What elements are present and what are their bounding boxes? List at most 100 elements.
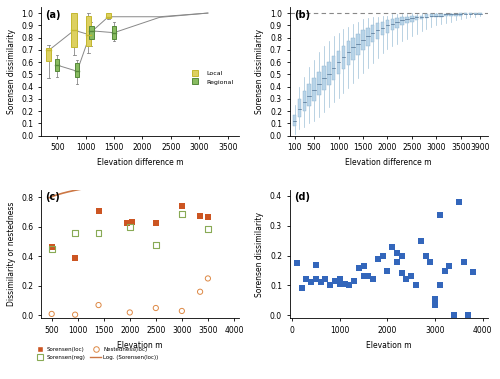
Bar	[75, 63, 80, 77]
Point	[360, 274, 368, 280]
Point	[412, 282, 420, 288]
Bar	[352, 38, 355, 60]
Point	[322, 276, 330, 282]
Bar	[444, 14, 448, 16]
Point	[398, 252, 406, 258]
Point	[426, 258, 434, 265]
Point	[178, 211, 186, 217]
Bar	[332, 56, 336, 80]
Point	[316, 279, 324, 285]
Bar	[361, 30, 364, 50]
Bar	[366, 28, 370, 46]
Point	[196, 289, 204, 295]
Point	[204, 214, 212, 220]
Point	[312, 262, 320, 268]
Point	[402, 276, 410, 282]
Text: (d): (d)	[294, 192, 310, 202]
Bar	[390, 19, 394, 30]
Point	[298, 285, 306, 291]
X-axis label: Elevation difference m: Elevation difference m	[346, 158, 432, 167]
Bar	[386, 20, 389, 33]
Bar	[380, 22, 384, 35]
Point	[340, 281, 348, 287]
Point	[336, 281, 344, 287]
Bar	[346, 41, 350, 64]
Point	[71, 255, 79, 262]
Point	[393, 249, 401, 255]
Point	[469, 269, 477, 275]
Bar	[459, 13, 462, 16]
Point	[312, 276, 320, 282]
Point	[178, 308, 186, 314]
Bar	[478, 13, 482, 14]
Bar	[415, 16, 418, 20]
Point	[398, 271, 406, 277]
Point	[307, 279, 315, 285]
Bar	[424, 14, 428, 18]
Point	[94, 208, 102, 214]
Bar	[356, 34, 360, 55]
Point	[293, 260, 301, 266]
Point	[48, 246, 56, 252]
Y-axis label: Sorensen dissimilarity: Sorensen dissimilarity	[7, 29, 16, 114]
Point	[431, 296, 439, 302]
X-axis label: Elevation difference m: Elevation difference m	[97, 158, 184, 167]
Point	[94, 230, 102, 236]
Point	[384, 268, 392, 274]
Point	[204, 276, 212, 282]
Bar	[430, 14, 433, 17]
Bar	[405, 17, 408, 23]
Point	[126, 224, 134, 230]
Point	[196, 213, 204, 219]
Point	[326, 282, 334, 288]
Bar	[46, 48, 52, 61]
Bar	[308, 84, 311, 106]
Point	[455, 199, 463, 205]
Bar	[322, 66, 326, 90]
Point	[128, 218, 136, 224]
Point	[417, 238, 425, 244]
Point	[422, 252, 430, 258]
Bar	[337, 51, 340, 74]
Point	[440, 268, 448, 274]
Legend: Local, Regional: Local, Regional	[186, 68, 236, 87]
Bar	[298, 99, 301, 117]
Text: (b): (b)	[294, 9, 310, 19]
Point	[48, 244, 56, 251]
Point	[178, 203, 186, 209]
Point	[446, 263, 454, 269]
Bar	[474, 13, 477, 14]
Point	[431, 302, 439, 308]
Point	[408, 274, 416, 280]
Bar	[302, 91, 306, 111]
Point	[152, 305, 160, 311]
Point	[378, 252, 386, 258]
Point	[346, 282, 354, 288]
Point	[355, 265, 363, 271]
Bar	[72, 13, 77, 47]
Bar	[55, 59, 60, 71]
Point	[71, 312, 79, 318]
Bar	[106, 13, 111, 18]
Bar	[293, 115, 296, 126]
Point	[71, 230, 79, 236]
Point	[48, 311, 56, 317]
Point	[123, 220, 131, 226]
Y-axis label: Sorensen dissimilarity: Sorensen dissimilarity	[256, 211, 264, 296]
Bar	[410, 16, 414, 22]
Point	[374, 255, 382, 262]
Point	[369, 276, 377, 282]
Text: (c): (c)	[45, 192, 60, 202]
Point	[360, 263, 368, 269]
X-axis label: Elevation m: Elevation m	[366, 341, 412, 349]
Bar	[464, 13, 468, 14]
Bar	[317, 72, 321, 95]
Point	[393, 258, 401, 265]
Bar	[312, 78, 316, 101]
Bar	[86, 16, 91, 46]
Bar	[440, 14, 443, 17]
Point	[436, 282, 444, 288]
Bar	[342, 46, 345, 69]
Point	[302, 276, 310, 282]
Y-axis label: Sorensen dissimilarity: Sorensen dissimilarity	[256, 29, 264, 114]
